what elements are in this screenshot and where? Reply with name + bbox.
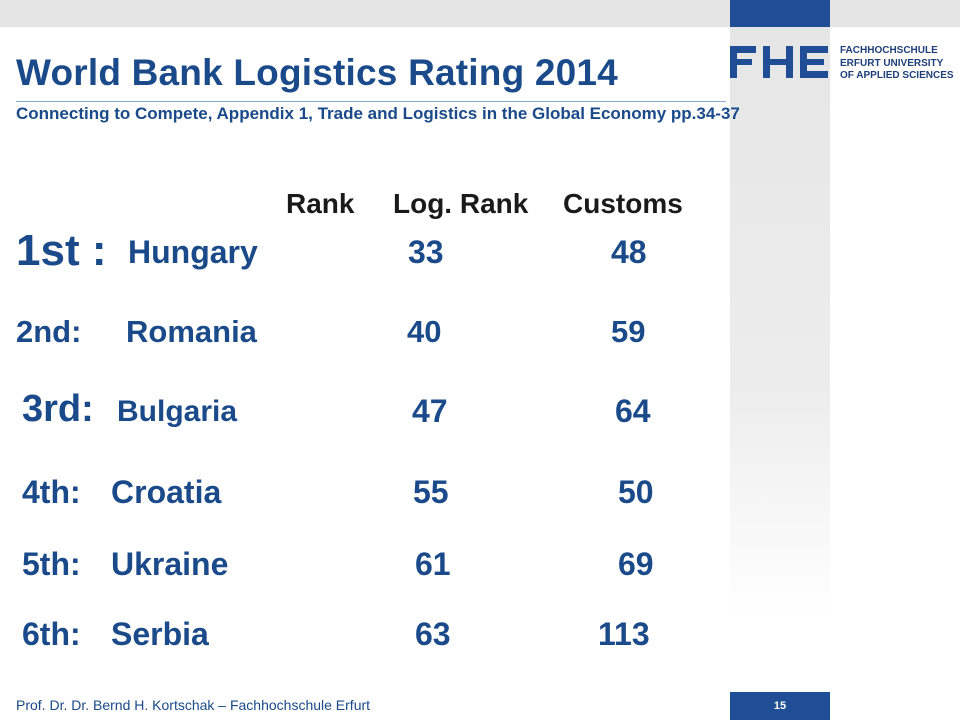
row-3-country: Bulgaria	[117, 395, 238, 428]
title-divider	[16, 101, 726, 102]
row-6-place: 6th:	[22, 616, 81, 652]
fhe-logo-text: FACHHOCHSCHULE ERFURT UNIVERSITY OF APPL…	[840, 45, 954, 83]
row-6-log-rank: 63	[415, 616, 451, 652]
row-5-log-rank: 61	[415, 546, 451, 582]
logo-line-1: FACHHOCHSCHULE	[840, 45, 938, 56]
row-3-log-rank: 47	[412, 393, 448, 429]
footer-author: Prof. Dr. Dr. Bernd H. Kortschak – Fachh…	[16, 697, 371, 713]
row-1-place: 1st :	[16, 226, 107, 275]
row-3-place: 3rd:	[22, 388, 94, 430]
row-1-country: Hungary	[128, 234, 258, 270]
side-shade	[730, 27, 830, 617]
row-1-customs: 48	[611, 234, 647, 270]
row-3-customs: 64	[615, 393, 651, 429]
row-4-place: 4th:	[22, 474, 81, 510]
page-number: 15	[773, 700, 787, 712]
header-customs: Customs	[563, 188, 683, 219]
row-2-log-rank: 40	[407, 314, 442, 349]
slide-subtitle: Connecting to Compete, Appendix 1, Trade…	[16, 104, 740, 123]
row-4-country: Croatia	[111, 474, 222, 510]
top-accent-block	[730, 0, 830, 27]
row-4-log-rank: 55	[413, 474, 449, 510]
row-6-country: Serbia	[111, 616, 209, 652]
row-6-customs: 113	[598, 616, 650, 652]
row-4-customs: 50	[618, 474, 654, 510]
logo-line-3: OF APPLIED SCIENCES	[840, 70, 954, 81]
row-1-log-rank: 33	[408, 234, 444, 270]
row-5-place: 5th:	[22, 546, 81, 582]
header-log-rank: Log. Rank	[393, 188, 529, 219]
row-2-place: 2nd:	[16, 314, 82, 349]
fhe-logo: FACHHOCHSCHULE ERFURT UNIVERSITY OF APPL…	[728, 44, 954, 90]
fhe-logo-mark	[730, 46, 828, 78]
page-number-box: 15	[730, 692, 830, 720]
row-2-country: Romania	[126, 314, 257, 349]
header-rank: Rank	[286, 188, 355, 219]
logo-line-2: ERFURT UNIVERSITY	[840, 57, 944, 69]
row-5-customs: 69	[618, 546, 654, 582]
row-5-country: Ukraine	[111, 546, 229, 582]
slide-title: World Bank Logistics Rating 2014	[16, 52, 618, 93]
row-2-customs: 59	[611, 314, 646, 349]
